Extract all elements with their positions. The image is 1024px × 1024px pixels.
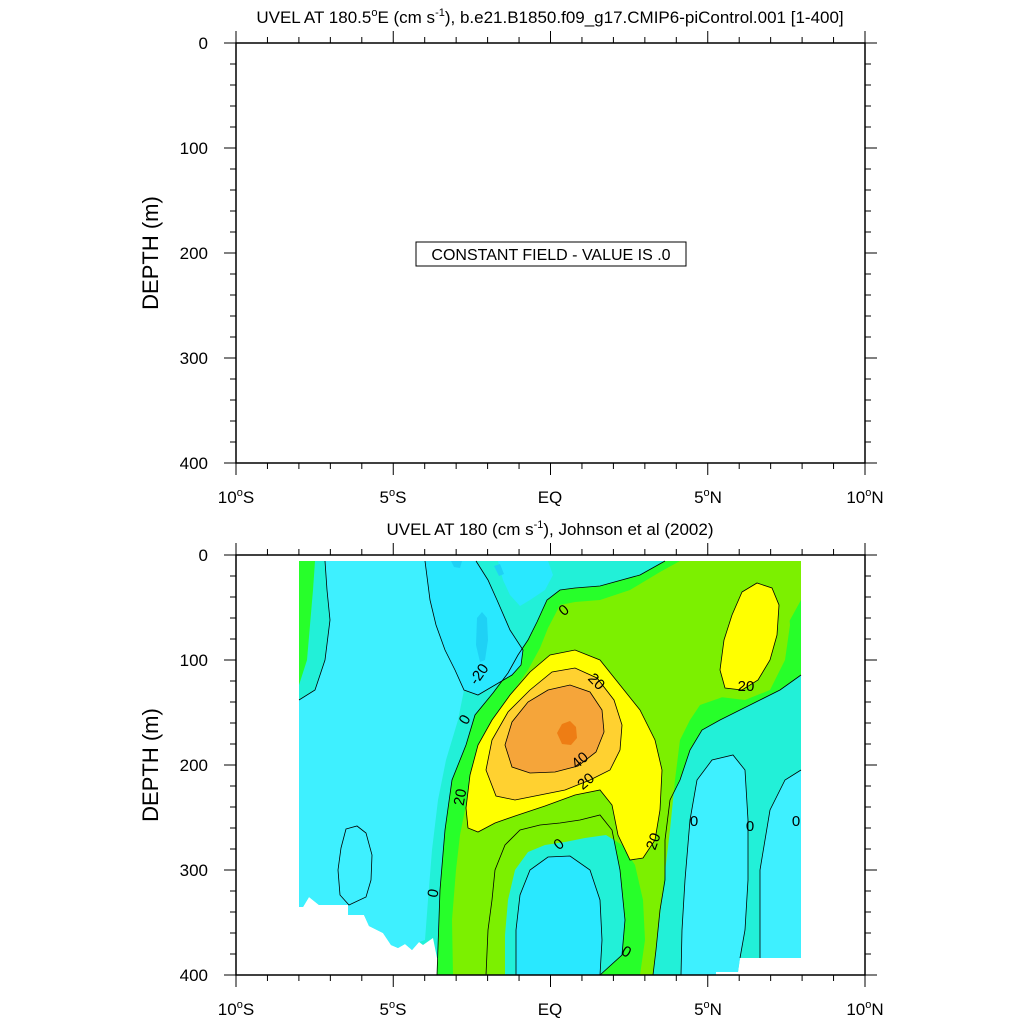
- x-tick-label: 10oS: [218, 487, 254, 507]
- chart-top-y-tick-labels: 0 100 200 300 400: [180, 34, 208, 473]
- x-tick-label: 5oS: [380, 487, 407, 507]
- contour-label: 0: [424, 888, 442, 899]
- contour-label: 0: [690, 813, 698, 830]
- x-tick-label: EQ: [538, 488, 563, 507]
- region-deep-neg: [516, 856, 602, 975]
- region-m20-m40: [476, 612, 488, 662]
- chart-bottom-y-tick-labels: 0 100 200 300 400: [180, 546, 208, 985]
- x-tick-label: 10oN: [846, 999, 883, 1019]
- chart-top-y-axis-label: DEPTH (m): [138, 196, 163, 310]
- constant-field-annotation: CONSTANT FIELD - VALUE IS .0: [431, 247, 670, 264]
- contour-fill: [299, 561, 801, 975]
- region-0-10-left: [299, 561, 315, 685]
- chart-top-x-tick-labels: 10oS 5oS EQ 5oN 10oN: [218, 487, 884, 507]
- chart-bottom-title: UVEL AT 180 (cm s-1), Johnson et al (200…: [387, 519, 714, 539]
- y-tick-label: 300: [180, 861, 208, 880]
- region-m10-m20-west: [425, 561, 523, 695]
- x-tick-label: 5oN: [694, 999, 722, 1019]
- chart-bottom-y-axis-label: DEPTH (m): [138, 708, 163, 822]
- y-tick-label: 0: [199, 546, 208, 565]
- contour-label: 20: [738, 678, 755, 695]
- chart-top-title: UVEL AT 180.5oE (cm s-1), b.e21.B1850.f0…: [256, 7, 843, 27]
- x-tick-label: 10oS: [218, 999, 254, 1019]
- y-tick-label: 400: [180, 454, 208, 473]
- y-tick-label: 200: [180, 244, 208, 263]
- chart-top: UVEL AT 180.5oE (cm s-1), b.e21.B1850.f0…: [138, 7, 884, 507]
- y-tick-label: 100: [180, 139, 208, 158]
- x-tick-label: EQ: [538, 1000, 563, 1019]
- x-tick-label: 5oN: [694, 487, 722, 507]
- x-tick-label: 5oS: [380, 999, 407, 1019]
- y-tick-label: 100: [180, 651, 208, 670]
- chart-bottom: UVEL AT 180 (cm s-1), Johnson et al (200…: [138, 519, 884, 1019]
- contour-label: 20: [643, 831, 665, 852]
- missing-data-east: [740, 962, 801, 975]
- contour-label: 0: [746, 818, 754, 835]
- y-tick-label: 200: [180, 756, 208, 775]
- region-m20-m40-b: [451, 561, 462, 568]
- y-tick-label: 300: [180, 349, 208, 368]
- chart-bottom-x-tick-labels: 10oS 5oS EQ 5oN 10oN: [218, 999, 884, 1019]
- region-gt50: [557, 721, 577, 745]
- region-far-east: [760, 770, 801, 958]
- region-east-neg: [681, 755, 748, 975]
- y-tick-label: 0: [199, 34, 208, 53]
- contour-label: 20: [451, 788, 471, 807]
- chart-top-ticks: [224, 31, 877, 475]
- region-m10-m20-east: [498, 561, 553, 606]
- y-tick-label: 400: [180, 966, 208, 985]
- chart-bottom-ticks: [224, 543, 877, 987]
- region-40-50: [505, 685, 604, 773]
- x-tick-label: 10oN: [846, 487, 883, 507]
- region-20-30-ne: [720, 583, 779, 690]
- contour-label: 0: [792, 813, 800, 830]
- missing-data-mask: [299, 907, 437, 975]
- constant-field-box: [415, 241, 687, 267]
- contour-lines: [298, 560, 802, 976]
- region-m20-m40-c: [494, 564, 504, 576]
